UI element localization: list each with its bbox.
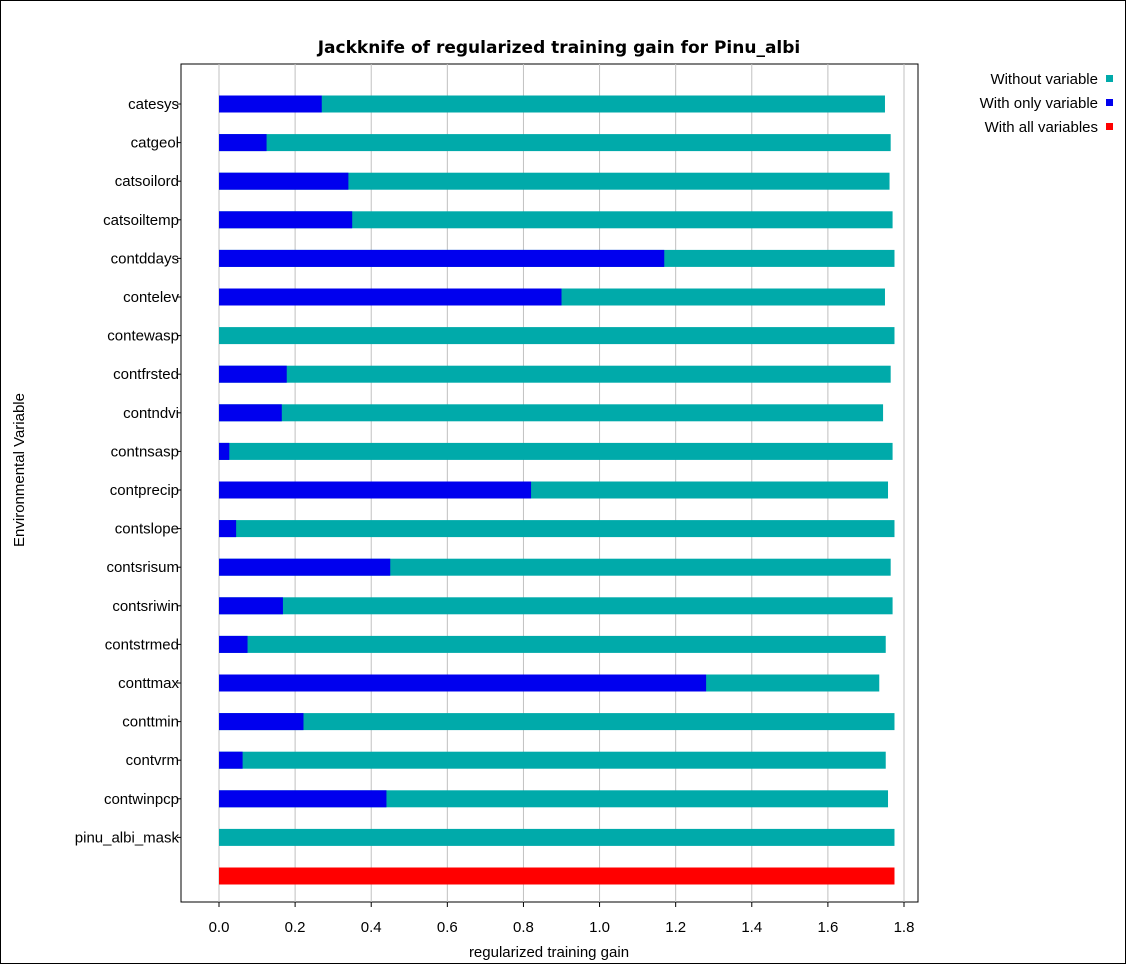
y-tick-label: contnsasp bbox=[111, 443, 179, 460]
y-tick-label: catesys bbox=[128, 96, 179, 113]
x-axis-label: regularized training gain bbox=[469, 944, 629, 961]
bar-with-only-variable bbox=[219, 674, 707, 692]
x-tick-label: 0.4 bbox=[361, 919, 382, 936]
y-tick-label: catsoilord bbox=[115, 173, 179, 190]
bar-without-variable bbox=[219, 365, 891, 383]
y-tick-label: conttmax bbox=[118, 675, 179, 692]
bar-with-only-variable bbox=[219, 558, 391, 576]
bar-without-variable bbox=[219, 404, 884, 422]
y-tick-label: contelev bbox=[123, 289, 179, 306]
x-axis: 0.0 0.2 0.4 0.6 0.8 1.0 1.2 1.4 1.6 1.8 bbox=[209, 902, 915, 936]
x-tick-label: 0.6 bbox=[437, 919, 458, 936]
bar-with-only-variable bbox=[219, 288, 562, 306]
bar-with-only-variable bbox=[219, 442, 230, 460]
chart-title: Jackknife of regularized training gain f… bbox=[317, 38, 801, 58]
bar-without-variable bbox=[219, 172, 890, 190]
x-tick-label: 0.0 bbox=[209, 919, 230, 936]
y-tick-label: pinu_albi_mask bbox=[75, 829, 180, 846]
y-axis-label: Environmental Variable bbox=[11, 393, 28, 547]
y-tick-label: contfrsted bbox=[113, 366, 179, 383]
legend-label: Without variable bbox=[990, 71, 1098, 88]
y-tick-label: contndvi bbox=[123, 405, 179, 422]
bar-without-variable bbox=[219, 520, 895, 538]
x-tick-label: 1.0 bbox=[589, 919, 610, 936]
bar-without-variable bbox=[219, 211, 893, 229]
y-tick-label: contsrisum bbox=[106, 559, 179, 576]
y-tick-label: contddays bbox=[111, 250, 179, 267]
x-tick-label: 0.2 bbox=[285, 919, 306, 936]
bar-without-variable bbox=[219, 442, 893, 460]
y-tick-label: catgeol bbox=[131, 135, 179, 152]
bar-with-only-variable bbox=[219, 790, 387, 808]
bar-with-only-variable bbox=[219, 751, 243, 769]
legend-label: With all variables bbox=[985, 119, 1098, 136]
bar-with-only-variable bbox=[219, 172, 349, 190]
y-tick-label: conttmin bbox=[122, 714, 179, 731]
legend-swatch bbox=[1106, 123, 1113, 130]
bar-without-variable bbox=[219, 635, 886, 653]
x-tick-label: 1.2 bbox=[665, 919, 686, 936]
legend-swatch bbox=[1106, 75, 1113, 82]
x-tick-label: 1.6 bbox=[817, 919, 838, 936]
legend-swatch bbox=[1106, 99, 1113, 106]
bar-without-variable bbox=[219, 828, 895, 846]
bar-with-only-variable bbox=[219, 211, 353, 229]
x-tick-label: 0.8 bbox=[513, 919, 534, 936]
bar-without-variable bbox=[219, 751, 886, 769]
y-tick-label: contprecip bbox=[110, 482, 179, 499]
y-tick-label: contwinpcp bbox=[104, 791, 179, 808]
y-tick-label: contvrm bbox=[126, 752, 179, 769]
bar-with-only-variable bbox=[219, 520, 237, 538]
bar-with-all-variables bbox=[219, 867, 895, 885]
bar-with-only-variable bbox=[219, 404, 282, 422]
bars bbox=[219, 95, 895, 885]
bar-with-only-variable bbox=[219, 713, 304, 731]
y-tick-label: contewasp bbox=[107, 328, 179, 345]
bar-with-only-variable bbox=[219, 365, 287, 383]
x-tick-label: 1.4 bbox=[741, 919, 762, 936]
bar-with-only-variable bbox=[219, 481, 532, 499]
y-tick-label: contstrmed bbox=[105, 636, 179, 653]
x-tick-label: 1.8 bbox=[894, 919, 915, 936]
bar-with-only-variable bbox=[219, 95, 322, 113]
bar-with-only-variable bbox=[219, 134, 267, 152]
legend: Without variable With only variable With a… bbox=[980, 71, 1113, 136]
bar-without-variable bbox=[219, 327, 895, 345]
bar-with-only-variable bbox=[219, 635, 248, 653]
y-tick-label: contslope bbox=[115, 521, 179, 538]
bar-without-variable bbox=[219, 713, 895, 731]
bar-without-variable bbox=[219, 597, 893, 615]
bar-with-only-variable bbox=[219, 249, 665, 267]
legend-label: With only variable bbox=[980, 95, 1098, 112]
y-axis: catesys catgeol catsoilord catsoiltemp contd… bbox=[75, 96, 181, 846]
bar-without-variable bbox=[219, 95, 885, 113]
y-tick-label: catsoiltemp bbox=[103, 212, 179, 229]
bar-with-only-variable bbox=[219, 597, 283, 615]
y-tick-label: contsriwin bbox=[112, 598, 179, 615]
bar-without-variable bbox=[219, 134, 891, 152]
